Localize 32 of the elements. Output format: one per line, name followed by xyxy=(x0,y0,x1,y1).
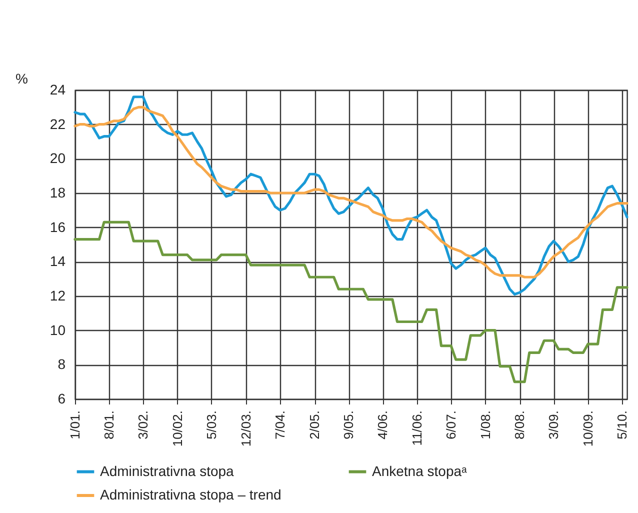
x-tick-label: 6/07. xyxy=(444,410,459,440)
x-tick-label: 10/02. xyxy=(170,410,185,447)
legend-label: Anketna stopaᵃ xyxy=(372,462,468,479)
x-tick-label: 2/05. xyxy=(307,410,322,440)
x-tick-label: 1/01. xyxy=(68,410,82,440)
y-tick-label: 20 xyxy=(50,150,66,166)
legend-label: Administrativna stopa xyxy=(100,462,234,479)
x-tick-label: 3/09. xyxy=(546,410,562,440)
y-tick-label: 16 xyxy=(50,218,66,235)
y-tick-label: 24 xyxy=(50,82,66,98)
y-tick-label: 18 xyxy=(50,184,66,200)
x-tick-label: 5/10. xyxy=(614,410,630,440)
x-tick-label: 1/08. xyxy=(478,410,493,440)
x-tick-label: 11/06. xyxy=(409,410,424,446)
x-tick-label: 4/06. xyxy=(375,410,390,440)
x-tick-label: 5/03. xyxy=(204,410,219,440)
legend-label: Administrativna stopa – trend xyxy=(100,486,282,502)
x-tick-label: 8/08. xyxy=(512,410,528,440)
line-series xyxy=(74,220,628,384)
x-tick-label: 10/09. xyxy=(580,410,596,447)
x-tick-label: 7/04. xyxy=(272,410,288,440)
x-tick-label: 8/01. xyxy=(102,410,117,440)
x-tick-label: 3/02. xyxy=(136,410,151,440)
y-tick-label: 6 xyxy=(58,390,66,406)
y-axis-title: % xyxy=(16,70,28,86)
y-tick-label: 14 xyxy=(50,253,66,270)
y-tick-label: 22 xyxy=(50,116,66,132)
x-tick-label: 12/03. xyxy=(238,410,254,447)
y-tick-label: 8 xyxy=(58,356,66,372)
y-tick-label: 10 xyxy=(50,322,66,338)
x-tick-label: 9/05. xyxy=(341,410,356,440)
y-tick-label: 12 xyxy=(50,288,66,304)
